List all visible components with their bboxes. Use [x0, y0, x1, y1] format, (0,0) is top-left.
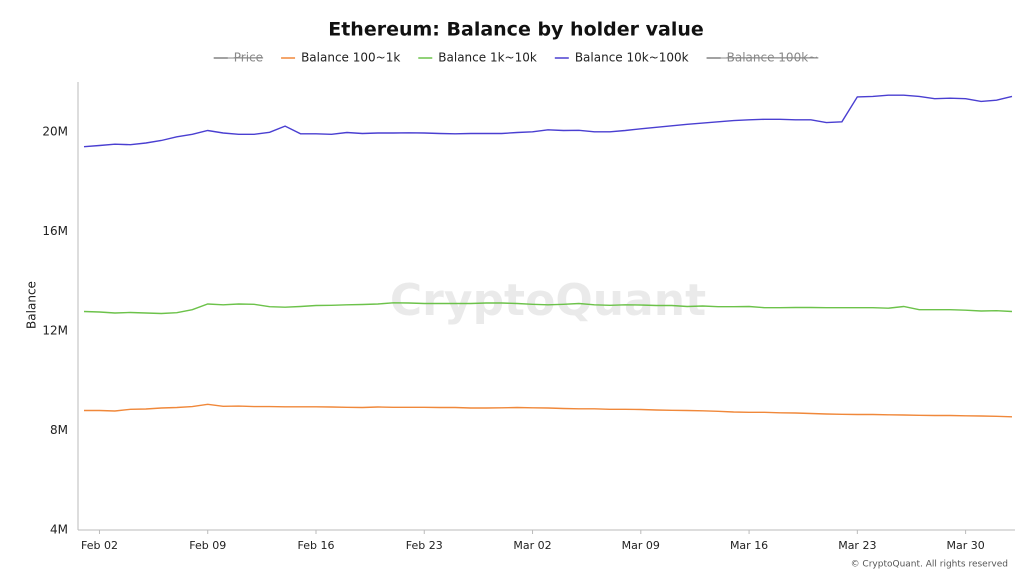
legend-label: Balance 100~1k [301, 51, 400, 65]
y-tick-label: 4M [50, 523, 68, 537]
x-tick-label: Mar 16 [730, 539, 768, 552]
legend: Price Balance 100~1k Balance 1k~10k Balance… [213, 51, 819, 65]
x-tick-label: Feb 23 [406, 539, 443, 552]
legend-item[interactable]: Balance 1k~10k [418, 51, 537, 65]
legend-item[interactable]: Balance 10k~100k [554, 51, 689, 65]
series-line [83, 94, 1013, 148]
watermark: CryptoQuant [390, 275, 706, 326]
x-tick-label: Mar 30 [946, 539, 984, 552]
legend-label: Balance 1k~10k [438, 51, 537, 65]
x-tick-label: Feb 09 [189, 539, 226, 552]
x-tick-label: Mar 09 [622, 539, 660, 552]
legend-item[interactable]: Balance 100k~ [706, 51, 819, 65]
chart-title: Ethereum: Balance by holder value [328, 19, 704, 41]
y-tick-label: 8M [50, 423, 68, 437]
x-tick-label: Mar 23 [838, 539, 876, 552]
y-tick-label: 20M [42, 124, 68, 138]
legend-label: Balance 10k~100k [575, 51, 689, 65]
series-line [83, 302, 1013, 315]
y-tick-label: 16M [42, 224, 68, 238]
legend-item[interactable]: Price [213, 51, 264, 65]
legend-item[interactable]: Balance 100~1k [281, 51, 400, 65]
y-tick-label: 12M [42, 323, 68, 337]
x-tick-label: Feb 02 [81, 539, 118, 552]
footer: © CryptoQuant. All rights reserved [851, 560, 1008, 570]
y-axis-label: Balance [25, 281, 39, 329]
x-tick-label: Feb 16 [298, 539, 335, 552]
x-tick-label: Mar 02 [513, 539, 551, 552]
series-line [84, 403, 1013, 418]
